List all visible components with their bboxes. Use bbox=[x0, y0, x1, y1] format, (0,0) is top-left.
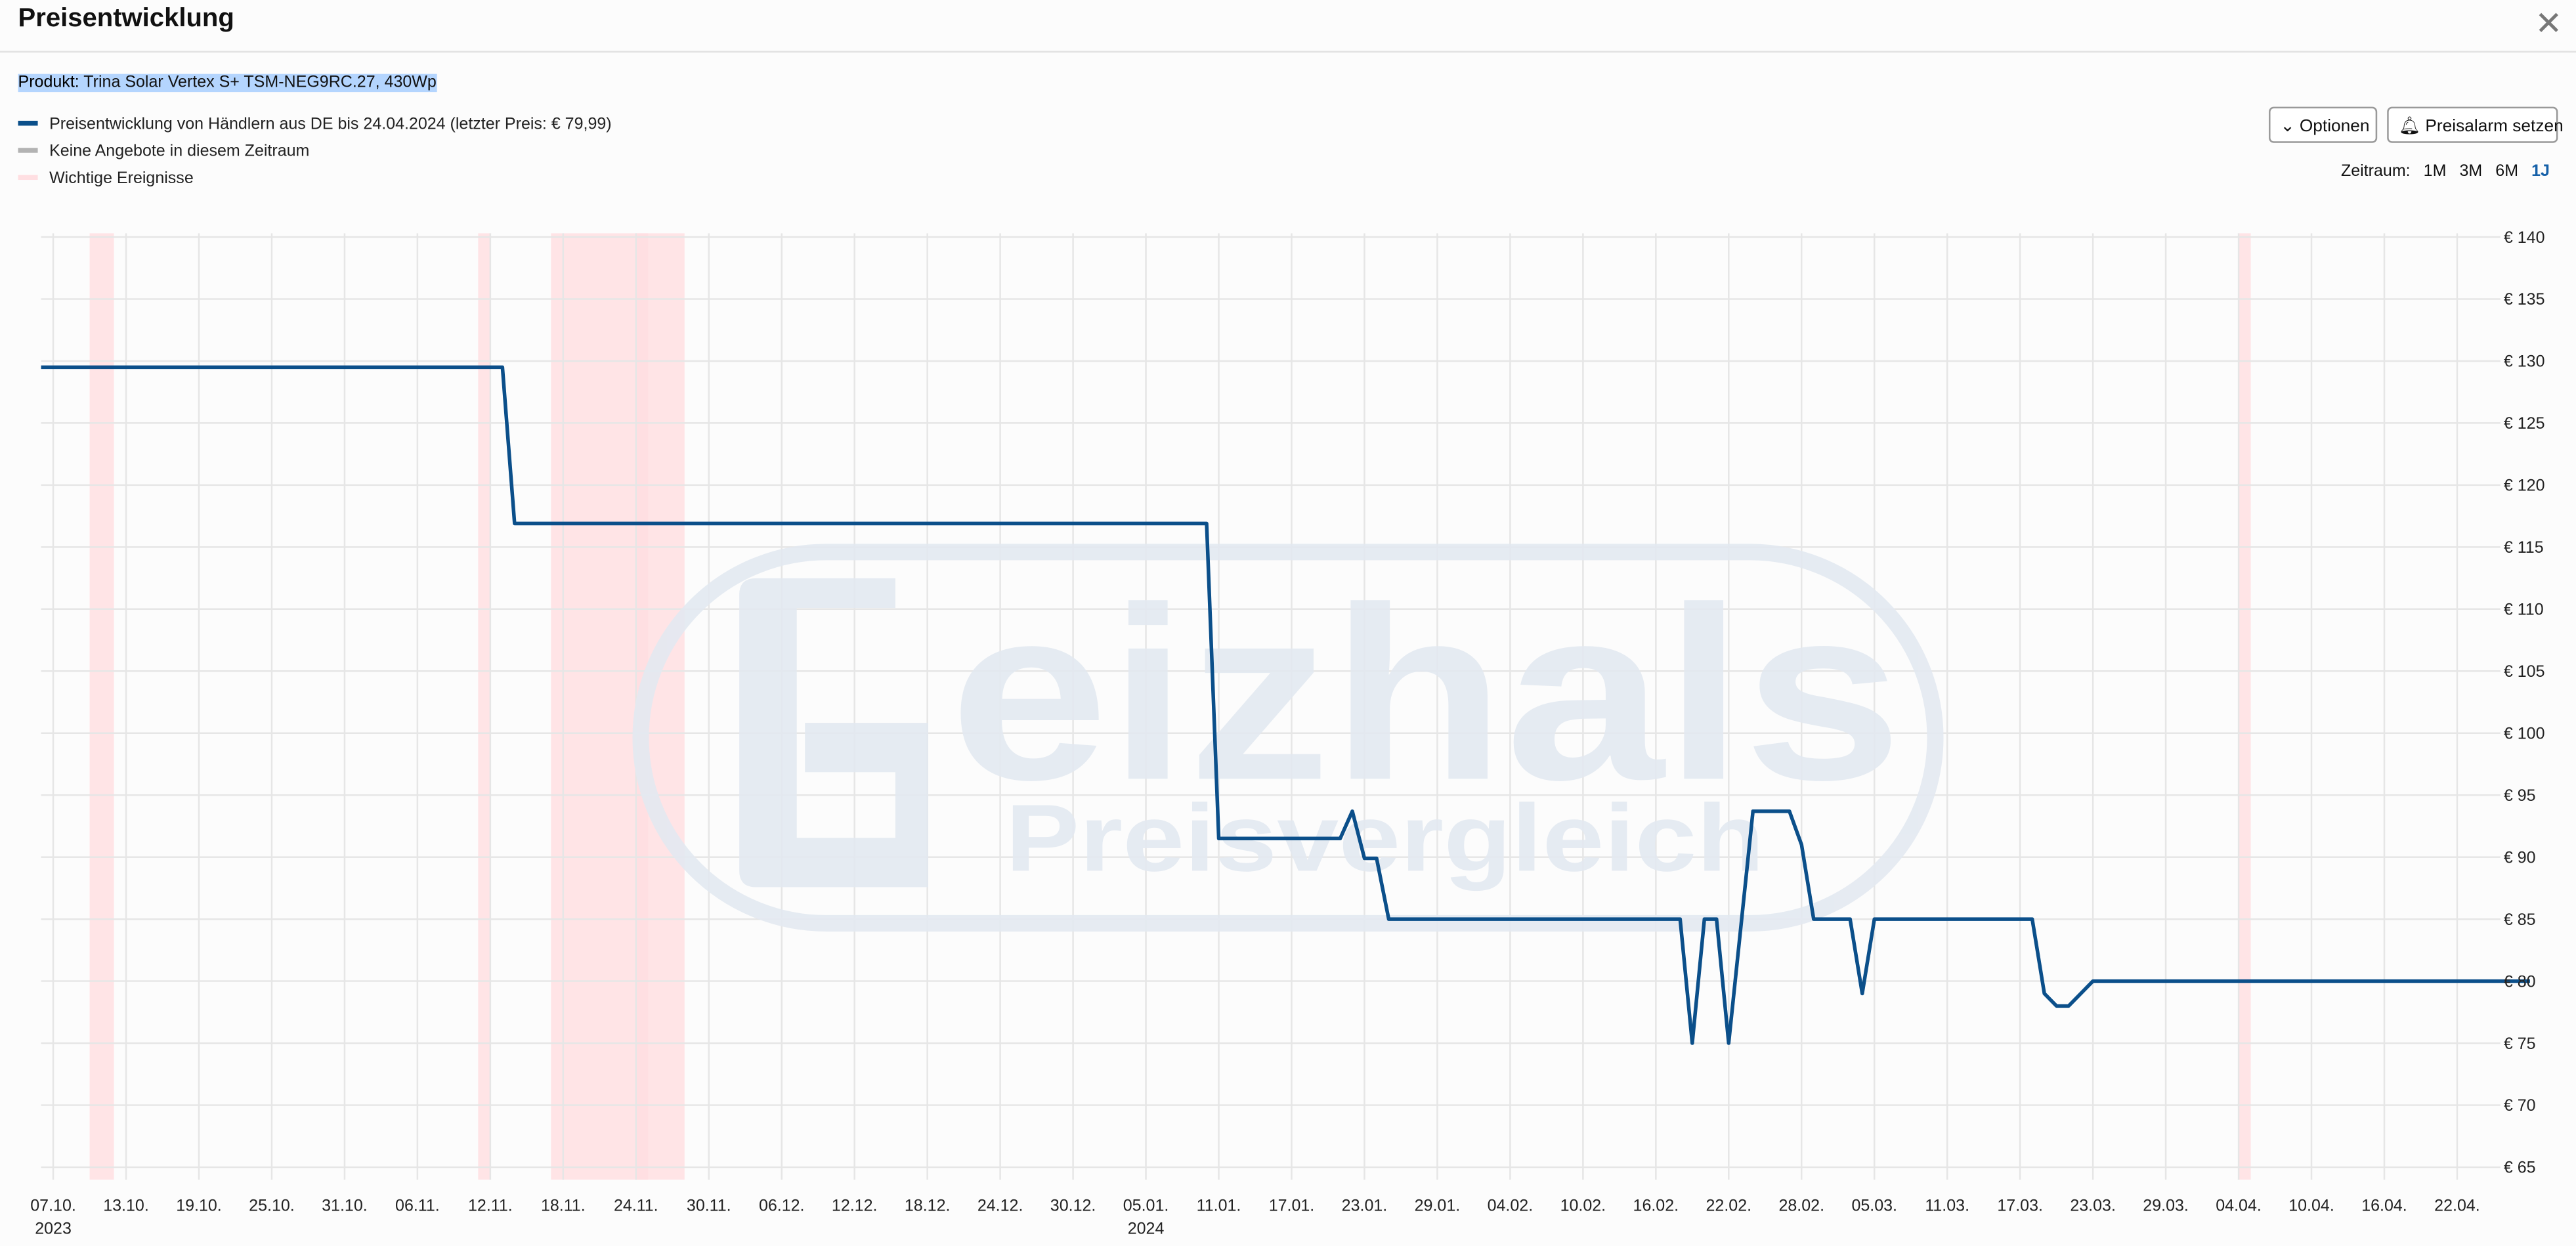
event-band bbox=[89, 233, 114, 1180]
x-tick-label: 11.01. bbox=[1197, 1196, 1241, 1214]
range-option[interactable]: 1M bbox=[2423, 162, 2447, 181]
y-tick-label: € 65 bbox=[2504, 1159, 2536, 1177]
y-tick-label: € 115 bbox=[2504, 538, 2544, 557]
legend-label: Preisentwicklung von Händlern aus DE bis… bbox=[49, 114, 612, 133]
range-selector: Zeitraum: 1M 3M 6M 1J bbox=[2341, 163, 2550, 181]
legend-label: Wichtige Ereignisse bbox=[49, 169, 194, 187]
x-tick-label: 23.01. bbox=[1342, 1196, 1388, 1214]
watermark-subtext: Preisvergleich bbox=[1006, 784, 1765, 891]
x-tick-label: 10.02. bbox=[1560, 1196, 1606, 1214]
y-tick-label: € 125 bbox=[2504, 414, 2545, 433]
y-tick-label: € 120 bbox=[2504, 477, 2545, 495]
x-tick-label: 04.04. bbox=[2216, 1196, 2262, 1214]
legend-swatch bbox=[18, 120, 38, 126]
range-option[interactable]: 6M bbox=[2495, 162, 2519, 181]
x-tick-label: 22.04. bbox=[2434, 1196, 2480, 1214]
legend-label: Keine Angebote in diesem Zeitraum bbox=[49, 142, 309, 160]
event-band bbox=[551, 233, 649, 1180]
legend-swatch bbox=[18, 175, 38, 181]
x-tick-label: 12.12. bbox=[832, 1196, 878, 1214]
x-tick-label: 05.01. bbox=[1123, 1196, 1169, 1214]
x-tick-label: 22.02. bbox=[1706, 1196, 1752, 1214]
x-tick-label: 29.03. bbox=[2143, 1196, 2189, 1214]
x-tick-label: 17.03. bbox=[1997, 1196, 2043, 1214]
x-tick-label: 30.12. bbox=[1050, 1196, 1096, 1214]
x-tick-label: 12.11. bbox=[468, 1196, 513, 1214]
y-tick-label: € 140 bbox=[2504, 228, 2545, 247]
dialog-title: Preisentwicklung bbox=[18, 5, 234, 33]
x-tick-label: 23.03. bbox=[2070, 1196, 2116, 1214]
product: Produkt: Trina Solar Vertex S+ TSM-NEG9R… bbox=[18, 74, 437, 93]
x-tick-label: 16.04. bbox=[2361, 1196, 2407, 1214]
y-tick-label: € 70 bbox=[2504, 1096, 2536, 1115]
y-tick-label: € 135 bbox=[2504, 290, 2545, 309]
x-tick-label: 16.02. bbox=[1633, 1196, 1679, 1214]
y-tick-label: € 95 bbox=[2504, 786, 2536, 805]
alarm-label: Preisalarm setzen bbox=[2425, 116, 2564, 137]
y-tick-label: € 130 bbox=[2504, 353, 2545, 371]
range-option[interactable]: 3M bbox=[2459, 162, 2483, 181]
x-tick-label: 18.12. bbox=[905, 1196, 951, 1214]
x-tick-label: 28.02. bbox=[1778, 1196, 1824, 1214]
x-tick-label: 17.01. bbox=[1269, 1196, 1315, 1214]
watermark-frame bbox=[632, 544, 1944, 932]
year-label: 2024 bbox=[1128, 1219, 1165, 1237]
watermark-g bbox=[739, 578, 928, 888]
price-line bbox=[41, 365, 2530, 1045]
y-tick-label: € 110 bbox=[2504, 601, 2544, 619]
y-tick-label: € 80 bbox=[2504, 972, 2536, 991]
y-tick-label: € 90 bbox=[2504, 848, 2536, 867]
x-tick-label: 13.10. bbox=[103, 1196, 149, 1214]
product-name: Trina Solar Vertex S+ TSM-NEG9RC.27, 430… bbox=[83, 74, 437, 93]
x-tick-label: 18.11. bbox=[541, 1196, 586, 1214]
x-tick-label: 04.02. bbox=[1488, 1196, 1534, 1214]
year-label: 2023 bbox=[35, 1219, 72, 1237]
y-tick-label: € 105 bbox=[2504, 662, 2545, 681]
event-band bbox=[478, 233, 490, 1180]
x-tick-label: 19.10. bbox=[176, 1196, 222, 1214]
x-tick-label: 30.11. bbox=[687, 1196, 731, 1214]
product-label: Produkt: bbox=[18, 74, 79, 93]
x-tick-label: 06.11. bbox=[395, 1196, 440, 1214]
range-option[interactable]: 1J bbox=[2531, 162, 2550, 181]
y-tick-label: € 75 bbox=[2504, 1035, 2536, 1053]
event-band bbox=[2239, 233, 2251, 1180]
x-tick-label: 29.01. bbox=[1415, 1196, 1461, 1214]
options-button[interactable]: ⌄ Optionen bbox=[2269, 106, 2378, 143]
watermark-text: eizhals bbox=[949, 555, 1902, 831]
x-tick-label: 07.10. bbox=[30, 1196, 76, 1214]
legend-swatch bbox=[18, 148, 38, 153]
divider bbox=[0, 51, 2576, 53]
x-tick-label: 10.04. bbox=[2288, 1196, 2334, 1214]
alarm-button[interactable]: 🔔︎ Preisalarm setzen bbox=[2387, 106, 2564, 143]
range-label: Zeitraum: bbox=[2340, 162, 2411, 181]
x-tick-label: 24.11. bbox=[614, 1196, 658, 1214]
x-tick-label: 24.12. bbox=[977, 1196, 1023, 1214]
options-label: Optionen bbox=[2299, 116, 2370, 137]
close-button[interactable]: ✕ bbox=[2535, 7, 2563, 43]
x-tick-label: 06.12. bbox=[759, 1196, 805, 1214]
y-tick-label: € 100 bbox=[2504, 724, 2545, 742]
x-tick-label: 31.10. bbox=[322, 1196, 368, 1214]
x-tick-label: 25.10. bbox=[249, 1196, 295, 1214]
y-tick-label: € 85 bbox=[2504, 911, 2536, 929]
x-tick-label: 05.03. bbox=[1851, 1196, 1897, 1214]
x-tick-label: 11.03. bbox=[1925, 1196, 1969, 1214]
